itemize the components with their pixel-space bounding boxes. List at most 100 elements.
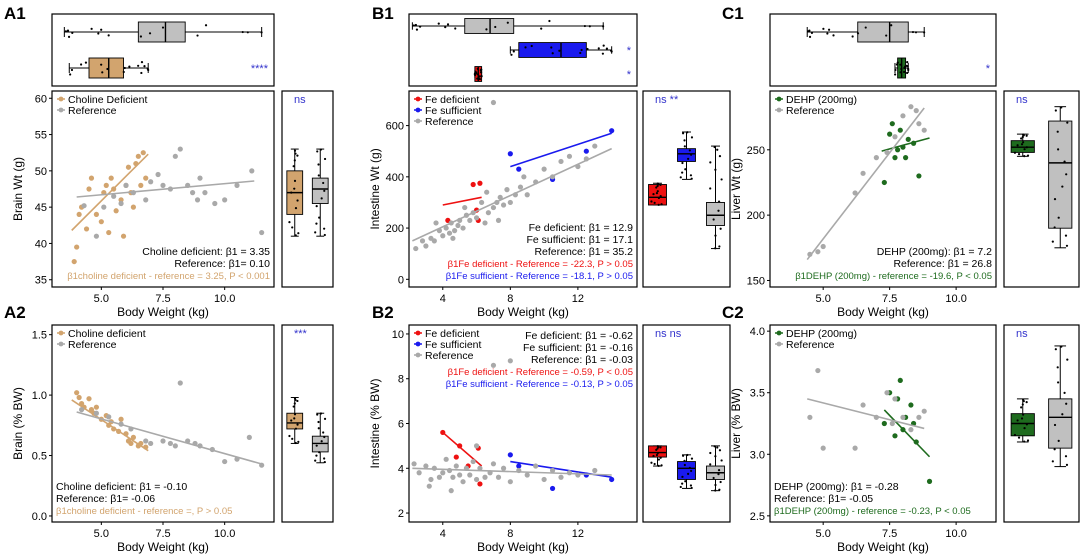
sidebox-frame (642, 324, 731, 523)
box-point (716, 446, 719, 449)
regression-line (442, 196, 482, 206)
box-point (659, 456, 662, 459)
box-point (446, 23, 450, 26)
y-axis-label: Intestine Wt (g) (368, 148, 382, 229)
legend-marker (415, 330, 421, 336)
data-point (517, 184, 524, 190)
box-point (681, 454, 685, 457)
box-point (810, 31, 814, 35)
significance-label: * (627, 45, 632, 57)
box-point (293, 179, 297, 182)
box-point (106, 67, 109, 71)
box-point (610, 50, 613, 53)
box-point (294, 427, 298, 430)
data-point (143, 175, 149, 181)
x-axis-label: Body Weight (kg) (477, 540, 569, 554)
box-point (480, 68, 483, 71)
box-point (107, 34, 110, 37)
data-point (138, 182, 144, 188)
box-point (690, 486, 693, 490)
data-point (160, 438, 166, 444)
box-point (856, 32, 860, 35)
data-point (118, 416, 124, 422)
data-point (177, 146, 183, 152)
data-point (889, 121, 895, 127)
box-point (319, 148, 323, 151)
data-point (490, 362, 497, 368)
sidebox-frame (281, 324, 334, 523)
data-point (881, 420, 887, 427)
data-point (222, 197, 228, 203)
box-point (690, 136, 694, 139)
data-point (453, 463, 459, 469)
data-point (120, 233, 127, 239)
box-point (317, 427, 320, 430)
box-point (1017, 153, 1021, 156)
box-point (652, 454, 655, 458)
data-point (440, 233, 446, 239)
data-point (497, 194, 503, 200)
data-point (88, 175, 95, 181)
data-point (118, 200, 124, 207)
box-point (1026, 154, 1030, 157)
box-point (316, 150, 319, 153)
box-point (683, 145, 686, 148)
box-point (318, 451, 321, 454)
data-point (74, 244, 80, 250)
box-point (479, 71, 483, 74)
box-point (315, 444, 318, 447)
box-point (414, 23, 418, 27)
panel-label: A2 (4, 303, 26, 322)
box-point (476, 67, 479, 70)
box-point (297, 232, 300, 235)
data-point (495, 474, 502, 480)
box-point (683, 459, 686, 462)
data-point (897, 127, 903, 133)
box-point (323, 460, 326, 464)
legend-marker (415, 341, 421, 347)
box-point (1056, 130, 1059, 133)
data-point (106, 414, 112, 420)
box-point (656, 182, 659, 185)
data-point (889, 420, 895, 427)
data-point (431, 238, 437, 244)
box-point (1065, 402, 1068, 405)
box-point (1054, 109, 1057, 112)
legend-marker (415, 107, 421, 113)
data-point (504, 187, 510, 193)
box-point (1016, 144, 1019, 147)
box-point (894, 68, 897, 72)
box-point (1061, 413, 1064, 416)
box-point (1025, 146, 1028, 149)
data-point (74, 390, 80, 396)
box-point (260, 31, 263, 34)
box-point (293, 402, 296, 405)
box-point (1066, 121, 1069, 124)
box-point (690, 457, 694, 460)
data-point (462, 204, 468, 211)
topbox-frame (408, 13, 638, 87)
legend-marker (415, 118, 421, 124)
box-point (506, 21, 509, 24)
data-point (440, 470, 446, 476)
box-point (1063, 160, 1066, 163)
box-point (1023, 427, 1026, 430)
data-point (106, 229, 112, 236)
box-point (714, 489, 717, 492)
data-point (76, 394, 82, 401)
box-point (923, 31, 926, 34)
data-point (921, 408, 927, 414)
box-point (655, 453, 659, 457)
data-point (172, 443, 178, 449)
box-point (709, 187, 712, 190)
data-point (482, 474, 488, 480)
data-point (172, 153, 178, 159)
data-point (93, 211, 99, 218)
data-point (111, 193, 117, 199)
legend-marker (58, 330, 64, 336)
data-point (541, 166, 547, 172)
data-point (160, 182, 166, 188)
box-point (586, 47, 589, 51)
box-point (688, 466, 691, 470)
box-point (602, 44, 605, 47)
